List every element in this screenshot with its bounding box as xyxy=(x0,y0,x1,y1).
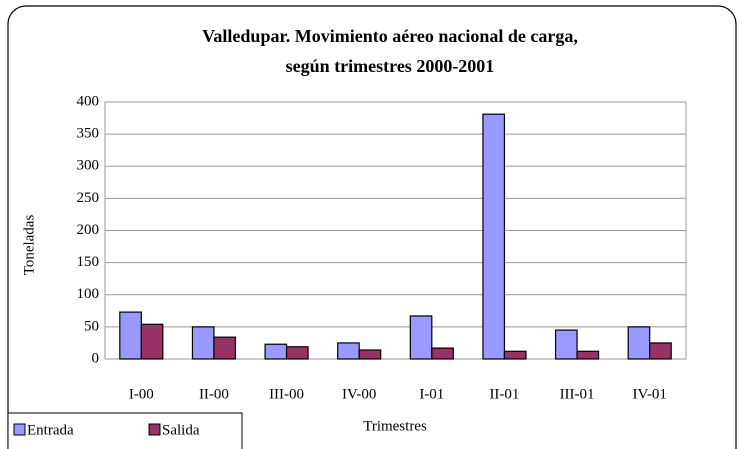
y-tick-label: 0 xyxy=(92,350,100,366)
x-tick-label: II-00 xyxy=(199,386,229,402)
bar xyxy=(358,349,382,360)
chart-subtitle: según trimestres 2000-2001 xyxy=(286,56,495,76)
x-tick-label: III-01 xyxy=(560,386,595,402)
y-axis-label: Toneladas xyxy=(21,215,37,276)
y-tick-label: 100 xyxy=(77,286,100,302)
bar xyxy=(482,113,506,360)
bar xyxy=(431,347,454,360)
bar xyxy=(554,329,578,360)
bar xyxy=(649,342,672,360)
legend-box xyxy=(7,412,243,449)
bar xyxy=(627,326,651,360)
bar xyxy=(337,342,360,360)
bar xyxy=(285,346,309,360)
bar xyxy=(191,326,215,360)
y-tick-label: 250 xyxy=(77,190,100,206)
bar xyxy=(503,350,527,360)
bar xyxy=(576,350,600,360)
legend-label: Entrada xyxy=(27,422,74,438)
bar xyxy=(409,315,433,360)
x-tick-label: IV-01 xyxy=(632,386,666,402)
y-tick-label: 150 xyxy=(77,254,100,270)
bar xyxy=(264,343,288,360)
chart-frame xyxy=(7,5,737,449)
bar xyxy=(119,311,142,360)
x-tick-label: III-00 xyxy=(269,386,304,402)
x-tick-label: IV-00 xyxy=(342,386,376,402)
x-tick-label: II-01 xyxy=(489,386,519,402)
legend-swatch xyxy=(13,423,26,436)
plot-border xyxy=(104,101,687,360)
chart-title: Valledupar. Movimiento aéreo nacional de… xyxy=(202,26,578,46)
y-tick-label: 350 xyxy=(77,126,100,142)
legend-label: Salida xyxy=(162,422,200,438)
bar xyxy=(140,323,164,360)
x-tick-label: I-01 xyxy=(419,386,444,402)
y-tick-label: 300 xyxy=(77,158,100,174)
legend-swatch xyxy=(148,423,161,436)
y-tick-label: 400 xyxy=(77,93,100,109)
x-axis-label: Trimestres xyxy=(363,418,427,434)
x-tick-label: I-00 xyxy=(129,386,154,402)
y-tick-label: 50 xyxy=(84,318,99,334)
y-tick-label: 200 xyxy=(77,222,100,238)
bar xyxy=(213,336,237,360)
